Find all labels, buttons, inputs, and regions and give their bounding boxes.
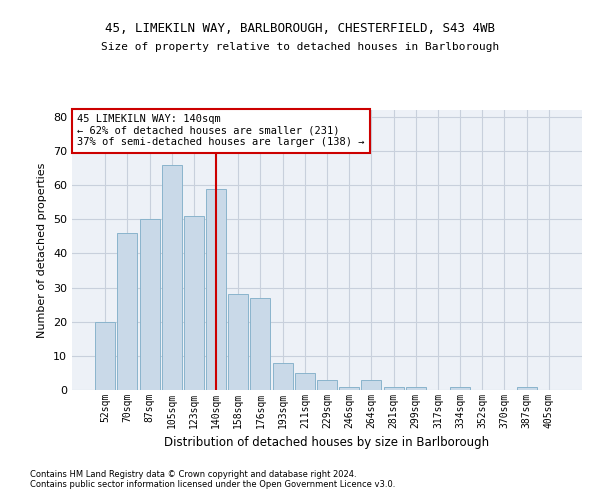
Bar (95, 322, 115, 390)
Bar (361, 380, 382, 390)
Bar (206, 188, 226, 390)
Bar (140, 220, 160, 390)
Bar (450, 386, 470, 390)
Bar (118, 233, 137, 390)
Bar (317, 380, 337, 390)
Y-axis label: Number of detached properties: Number of detached properties (37, 162, 47, 338)
Bar (162, 164, 182, 390)
Text: 45 LIMEKILN WAY: 140sqm
← 62% of detached houses are smaller (231)
37% of semi-d: 45 LIMEKILN WAY: 140sqm ← 62% of detache… (77, 114, 365, 148)
Bar (295, 373, 315, 390)
Bar (250, 298, 271, 390)
Bar (383, 386, 404, 390)
Bar (228, 294, 248, 390)
X-axis label: Distribution of detached houses by size in Barlborough: Distribution of detached houses by size … (164, 436, 490, 450)
Bar (272, 362, 293, 390)
Bar (517, 386, 536, 390)
Text: 45, LIMEKILN WAY, BARLBOROUGH, CHESTERFIELD, S43 4WB: 45, LIMEKILN WAY, BARLBOROUGH, CHESTERFI… (105, 22, 495, 36)
Bar (184, 216, 204, 390)
Text: Contains public sector information licensed under the Open Government Licence v3: Contains public sector information licen… (30, 480, 395, 489)
Bar (339, 386, 359, 390)
Text: Size of property relative to detached houses in Barlborough: Size of property relative to detached ho… (101, 42, 499, 52)
Bar (406, 386, 426, 390)
Text: Contains HM Land Registry data © Crown copyright and database right 2024.: Contains HM Land Registry data © Crown c… (30, 470, 356, 479)
